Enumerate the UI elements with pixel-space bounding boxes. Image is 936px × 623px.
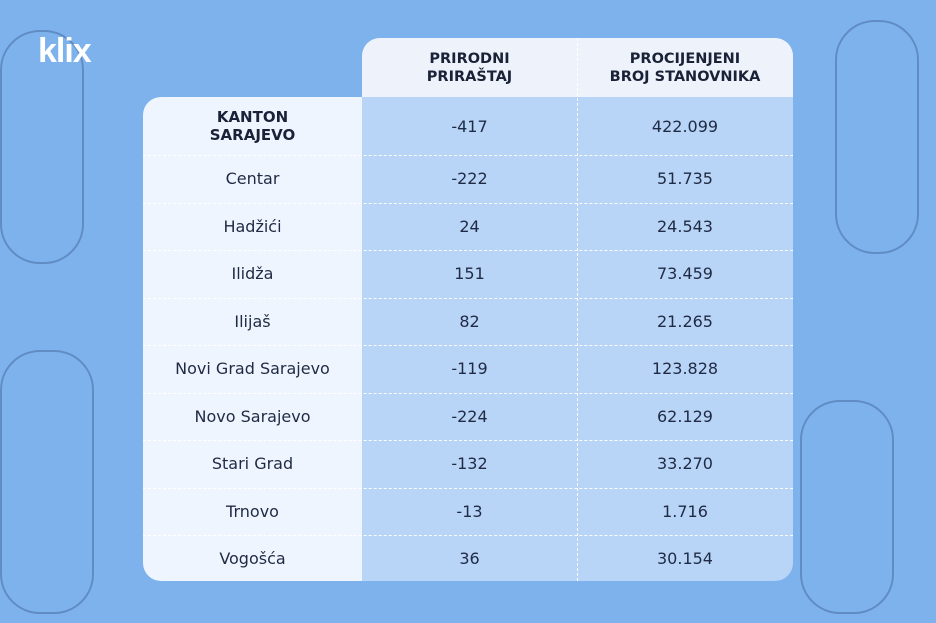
logo: klix <box>38 32 92 70</box>
column-header: PRIRODNI PRIRAŠTAJ <box>362 38 577 97</box>
row-name: KANTON SARAJEVO <box>143 97 362 155</box>
cell-value: 73.459 <box>657 264 713 284</box>
row-divider <box>143 250 793 251</box>
row-name: Novi Grad Sarajevo <box>175 359 330 379</box>
row-divider <box>143 392 793 394</box>
cell-value: 24.543 <box>657 216 713 236</box>
cell-line: PRIRAŠTAJ <box>426 68 513 85</box>
cell-value: 24 <box>459 216 480 236</box>
row-name: Vogošća <box>219 549 286 569</box>
cell-line: BROJ STANOVNIKA <box>609 68 761 85</box>
cell-value: 30.154 <box>657 549 713 569</box>
cell-value: -224 <box>451 406 488 426</box>
cell-value: -222 <box>451 169 488 189</box>
row-name: Centar <box>225 169 280 189</box>
row-divider <box>143 440 793 441</box>
cell-line: PRIRODNI <box>429 50 510 67</box>
cell-value: -13 <box>456 501 483 521</box>
row-divider <box>143 202 793 204</box>
background-figure <box>0 30 84 264</box>
cell-line: KANTON <box>216 108 289 126</box>
cell-value: 422.099 <box>651 116 719 136</box>
row-divider <box>143 155 793 156</box>
cell-value: 82 <box>459 311 480 331</box>
cell-value: -119 <box>451 359 488 379</box>
cell-value: 21.265 <box>657 311 713 331</box>
cell-line: PROCIJENJENI <box>629 50 741 67</box>
cell-value: 151 <box>454 264 485 284</box>
row-divider <box>143 345 793 346</box>
cell-value: -132 <box>451 454 488 474</box>
cell-value: 51.735 <box>657 169 713 189</box>
row-name: Hadžići <box>223 216 282 236</box>
row-name: Stari Grad <box>211 454 294 474</box>
column-divider <box>577 38 578 581</box>
cell-value: 36 <box>459 549 480 569</box>
row-name: Ilijaš <box>234 311 271 331</box>
row-name: Ilidža <box>231 264 274 284</box>
background-figure <box>800 400 894 614</box>
cell-value: 123.828 <box>651 359 719 379</box>
column-header: PROCIJENJENI BROJ STANOVNIKA <box>577 38 793 97</box>
row-name: Trnovo <box>226 501 279 521</box>
row-divider <box>143 535 793 536</box>
row-divider <box>143 487 793 489</box>
row-divider <box>143 297 793 299</box>
name-column-panel <box>143 97 362 581</box>
cell-line: SARAJEVO <box>209 126 296 144</box>
cell-value: 33.270 <box>657 454 713 474</box>
background-figure <box>0 350 94 614</box>
cell-value: -417 <box>451 116 488 136</box>
background-figure <box>835 20 919 254</box>
row-name: Novo Sarajevo <box>194 406 311 426</box>
cell-value: 62.129 <box>657 406 713 426</box>
cell-value: 1.716 <box>662 501 708 521</box>
